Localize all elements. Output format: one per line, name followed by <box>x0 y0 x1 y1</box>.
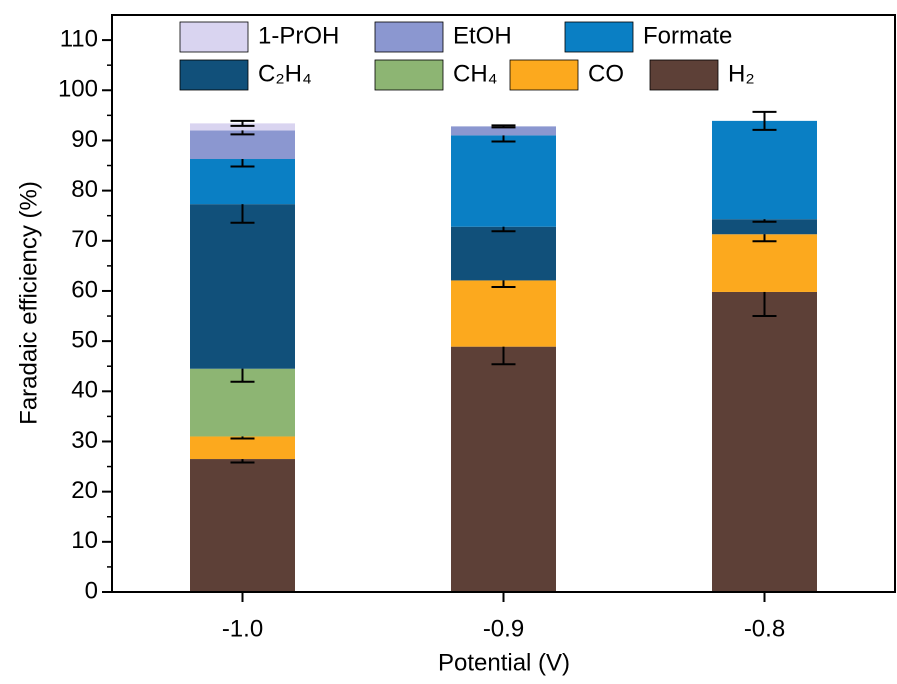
bar-segment <box>712 291 817 592</box>
legend-swatch <box>179 59 249 91</box>
legend-swatch <box>179 21 249 53</box>
error-bar <box>230 119 255 127</box>
x-tick-label: -0.8 <box>744 615 785 642</box>
y-tick-label: 80 <box>71 176 98 203</box>
bar-segment <box>451 126 556 136</box>
y-axis-label: Faradaic efficiency (%) <box>15 181 42 425</box>
y-tick-label: 10 <box>71 527 98 554</box>
error-bar <box>491 124 516 129</box>
x-axis-label: Potential (V) <box>438 649 570 676</box>
bar-segment <box>190 459 295 592</box>
y-tick-label: 0 <box>85 577 98 604</box>
bar-segment <box>190 436 295 460</box>
bar-segment <box>190 204 295 369</box>
legend-swatch <box>374 59 444 91</box>
y-tick-label: 60 <box>71 276 98 303</box>
y-tick-label: 100 <box>58 76 98 103</box>
legend-label: 1-PrOH <box>258 22 339 49</box>
axis-frame <box>111 14 896 593</box>
bar-segment <box>190 123 295 131</box>
legend-label: CH₄ <box>453 60 497 87</box>
legend-swatch <box>649 59 719 91</box>
y-tick-label: 110 <box>60 25 98 52</box>
x-tick-label: -0.9 <box>483 615 524 642</box>
y-tick-label: 70 <box>71 226 98 253</box>
bar-segment <box>451 226 556 281</box>
legend-label: EtOH <box>453 22 512 49</box>
bar-segment <box>451 346 556 592</box>
bar-segment <box>712 234 817 292</box>
y-tick-label: 50 <box>71 326 98 353</box>
x-tick-label: -1.0 <box>222 615 263 642</box>
bar-segment <box>712 219 817 235</box>
y-tick-label: 40 <box>71 377 98 404</box>
y-tick-label: 90 <box>71 126 98 153</box>
legend-label: C₂H₄ <box>258 60 312 87</box>
y-tick-label: 30 <box>71 427 98 454</box>
legend-swatch <box>564 21 634 53</box>
legend-swatch <box>509 59 579 91</box>
bar-segment <box>451 280 556 347</box>
bar-segment <box>712 120 817 220</box>
legend-swatch <box>374 21 444 53</box>
y-tick-label: 20 <box>71 477 98 504</box>
legend-label: H₂ <box>728 60 755 87</box>
error-bar <box>752 110 777 131</box>
legend-label: Formate <box>643 22 732 49</box>
bar-segment <box>451 135 556 227</box>
legend-label: CO <box>588 60 624 87</box>
